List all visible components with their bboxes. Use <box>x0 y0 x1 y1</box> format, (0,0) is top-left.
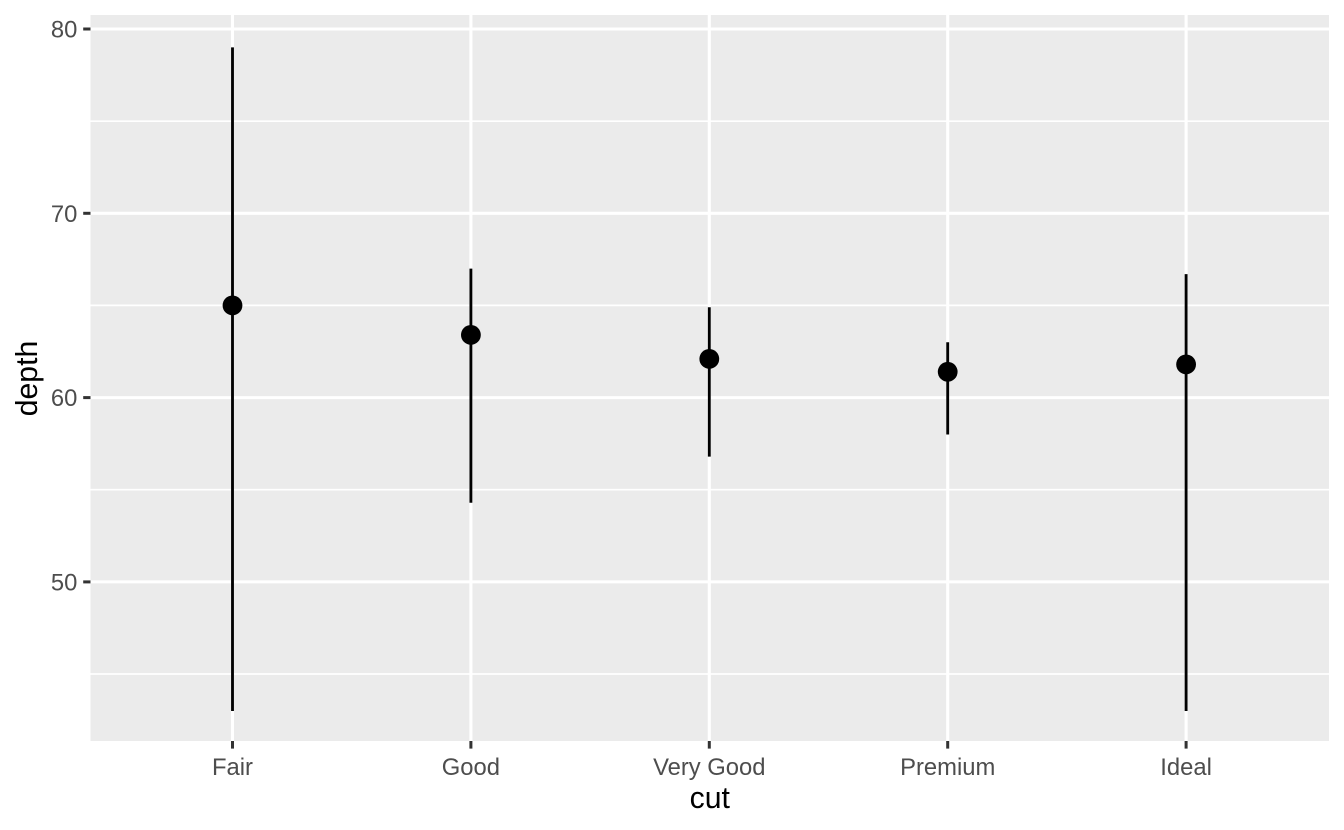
svg-text:80: 80 <box>51 17 77 44</box>
svg-text:Ideal: Ideal <box>1160 754 1212 781</box>
svg-text:Very Good: Very Good <box>653 754 765 781</box>
svg-text:70: 70 <box>51 201 77 228</box>
svg-text:Good: Good <box>442 754 500 781</box>
svg-text:cut: cut <box>690 782 731 815</box>
svg-text:60: 60 <box>51 385 77 412</box>
svg-text:50: 50 <box>51 569 77 596</box>
svg-text:Fair: Fair <box>212 754 253 781</box>
svg-text:depth: depth <box>11 341 44 417</box>
svg-text:Premium: Premium <box>900 754 995 781</box>
